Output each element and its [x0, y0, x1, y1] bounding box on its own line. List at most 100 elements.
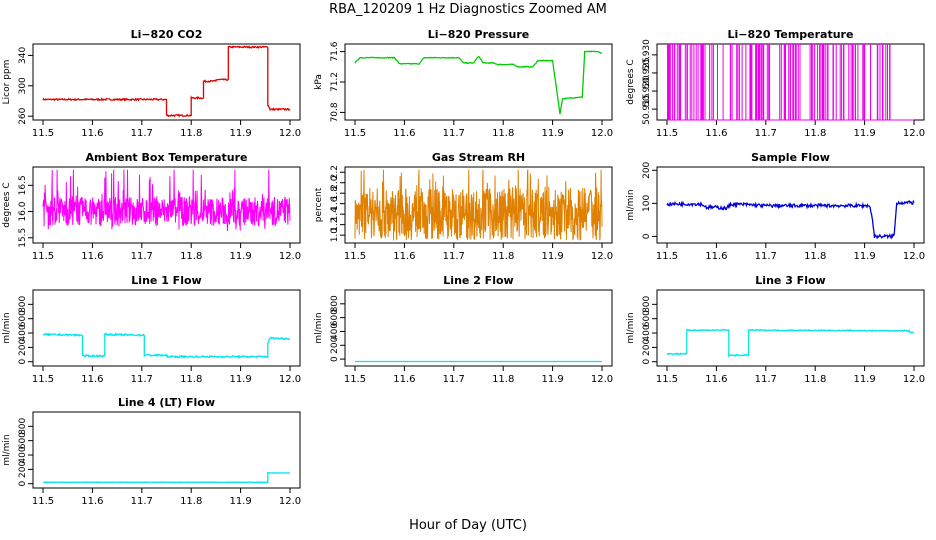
chart-pressure-series [354, 50, 602, 115]
chart-line2-xtick-label: 11.5 [344, 374, 366, 385]
chart-rh-ylabel: percent [314, 187, 324, 222]
chart-line1-ylabel: ml/min [2, 312, 12, 343]
chart-line1: Line 1 Flow ml/min 11.5 11.6 11.7 11.8 11.9 12.… [2, 274, 301, 385]
chart-licor_temp: Li−820 Temperature degrees C 11.5 11.6 11.7 1… [626, 28, 925, 139]
chart-rh-xtick-label: 11.8 [492, 251, 514, 262]
chart-line1-xtick-label: 11.8 [180, 374, 202, 385]
chart-sample_flow: Sample Flow ml/min 11.5 11.6 11.7 11.8 11.9 12.… [626, 151, 925, 262]
chart-line4-ytick-label: 800 [18, 417, 28, 434]
chart-box_temp-ytick-label: 16.5 [18, 175, 28, 195]
chart-co2-xtick-label: 11.7 [131, 128, 153, 139]
chart-co2-title: Li−820 CO2 [131, 28, 203, 41]
chart-box_temp-xtick-label: 11.7 [131, 251, 153, 262]
chart-line3-xtick-label: 11.9 [853, 374, 875, 385]
chart-line1-xtick-label: 11.7 [131, 374, 153, 385]
chart-rh-ytick-label: 1.0 [330, 228, 340, 243]
chart-line4-series [43, 471, 290, 484]
chart-line4-xtick-label: 11.6 [81, 496, 103, 507]
chart-sample_flow-ytick-label: 100 [642, 194, 652, 211]
chart-rh-series [354, 169, 603, 241]
chart-co2-xtick-label: 12.0 [279, 128, 301, 139]
chart-pressure-ytick-label: 71.6 [330, 41, 340, 61]
chart-box_temp-ytick-label: 15.5 [18, 228, 28, 248]
chart-line1-title: Line 1 Flow [131, 274, 201, 287]
chart-pressure-ytick-label: 71.2 [330, 72, 340, 92]
chart-line3-ytick-label: 0 [642, 359, 652, 365]
chart-licor_temp-xtick-label: 11.5 [656, 128, 678, 139]
chart-rh-xtick-label: 11.7 [443, 251, 465, 262]
chart-licor_temp-title: Li−820 Temperature [728, 28, 854, 41]
chart-pressure-xtick-label: 11.9 [541, 128, 563, 139]
chart-line4-ytick-label: 400 [18, 446, 28, 463]
chart-rh-xtick-label: 11.6 [393, 251, 415, 262]
chart-line4-xtick-label: 11.9 [229, 496, 251, 507]
chart-line4-ytick-label: 0 [18, 481, 28, 487]
chart-sample_flow-xtick-label: 11.8 [804, 251, 826, 262]
chart-line4-xtick-label: 11.7 [131, 496, 153, 507]
chart-line2: Line 2 Flow ml/min 11.5 11.6 11.7 11.8 11.9 12.… [314, 274, 613, 385]
chart-line2-xtick-label: 11.7 [443, 374, 465, 385]
chart-rh-ytick-label: 1.8 [330, 186, 340, 201]
chart-line3-title: Line 3 Flow [755, 274, 825, 287]
chart-rh-xtick-label: 12.0 [591, 251, 613, 262]
chart-licor_temp-xtick-label: 12.0 [903, 128, 925, 139]
chart-box_temp-xtick-label: 11.9 [229, 251, 251, 262]
chart-co2-ytick-label: 340 [18, 47, 28, 64]
chart-licor_temp-xtick-label: 11.9 [853, 128, 875, 139]
chart-sample_flow-xtick-label: 11.6 [705, 251, 727, 262]
chart-rh: Gas Stream RH percent 11.5 11.6 11.7 11.8 11.9… [314, 151, 613, 262]
chart-licor_temp-xtick-label: 11.8 [804, 128, 826, 139]
chart-box_temp-ylabel: degrees C [2, 182, 12, 227]
chart-co2: Li−820 CO2 Licor ppm 11.5 11.6 11.7 11.8 11.9 1… [2, 28, 301, 139]
chart-line4: Line 4 (LT) Flow ml/min 11.5 11.6 11.7 11.8 11… [2, 396, 301, 507]
chart-sample_flow-xtick-label: 12.0 [903, 251, 925, 262]
chart-co2-ylabel: Licor ppm [2, 60, 12, 105]
chart-co2-series [42, 45, 291, 118]
chart-line2-title: Line 2 Flow [443, 274, 513, 287]
chart-line2-ytick-label: 0 [330, 356, 340, 362]
chart-line3-xtick-label: 11.5 [656, 374, 678, 385]
chart-line3-xtick-label: 12.0 [903, 374, 925, 385]
chart-rh-ytick-label: 1.2 [330, 217, 340, 231]
chart-line4-title: Line 4 (LT) Flow [118, 396, 215, 409]
chart-sample_flow-xtick-label: 11.7 [755, 251, 777, 262]
chart-rh-title: Gas Stream RH [432, 151, 525, 164]
chart-line2-xtick-label: 11.8 [492, 374, 514, 385]
chart-licor_temp-xtick-label: 11.6 [705, 128, 727, 139]
chart-rh-xtick-label: 11.5 [344, 251, 366, 262]
chart-line3-ytick-label: 800 [642, 295, 652, 312]
chart-rh-ytick-label: 2.2 [330, 165, 340, 179]
chart-line1-xtick-label: 11.5 [32, 374, 54, 385]
chart-rh-ytick-label: 1.4 [330, 207, 340, 222]
chart-line3-ytick-label: 600 [642, 310, 652, 327]
chart-rh-ytick-label: 2.0 [330, 175, 340, 190]
chart-licor_temp-ytick-label: 50.920 [642, 75, 652, 107]
chart-sample_flow-xtick-label: 11.5 [656, 251, 678, 262]
chart-pressure-ylabel: kPa [314, 74, 324, 90]
chart-licor_temp-xtick-label: 11.7 [755, 128, 777, 139]
figure-title: RBA_120209 1 Hz Diagnostics Zoomed AM [329, 2, 607, 17]
chart-pressure-xtick-label: 11.5 [344, 128, 366, 139]
chart-line1-xtick-label: 11.6 [81, 374, 103, 385]
chart-co2-xtick-label: 11.8 [180, 128, 202, 139]
chart-line3: Line 3 Flow ml/min 11.5 11.6 11.7 11.8 11.9 12.… [626, 274, 925, 385]
chart-line3-ytick-label: 400 [642, 324, 652, 341]
chart-line3-frame [656, 289, 925, 367]
chart-line1-ytick-label: 200 [18, 339, 28, 356]
chart-line1-ytick-label: 600 [18, 310, 28, 327]
chart-box_temp-xtick-label: 11.5 [32, 251, 54, 262]
chart-pressure-frame [344, 43, 613, 121]
chart-line4-xtick-label: 12.0 [279, 496, 301, 507]
chart-sample_flow-ytick-label: 0 [642, 233, 652, 239]
chart-box_temp-xtick-label: 11.6 [81, 251, 103, 262]
chart-line2-ytick-label: 400 [330, 323, 340, 340]
chart-co2-xtick-label: 11.9 [229, 128, 251, 139]
chart-line4-ytick-label: 600 [18, 432, 28, 449]
chart-line4-ytick-label: 200 [18, 461, 28, 478]
chart-sample_flow-xtick-label: 11.9 [853, 251, 875, 262]
chart-co2-frame [32, 43, 301, 121]
chart-sample_flow-series [666, 199, 915, 240]
chart-co2-ytick-label: 260 [18, 107, 28, 124]
chart-licor_temp-series [667, 44, 914, 121]
